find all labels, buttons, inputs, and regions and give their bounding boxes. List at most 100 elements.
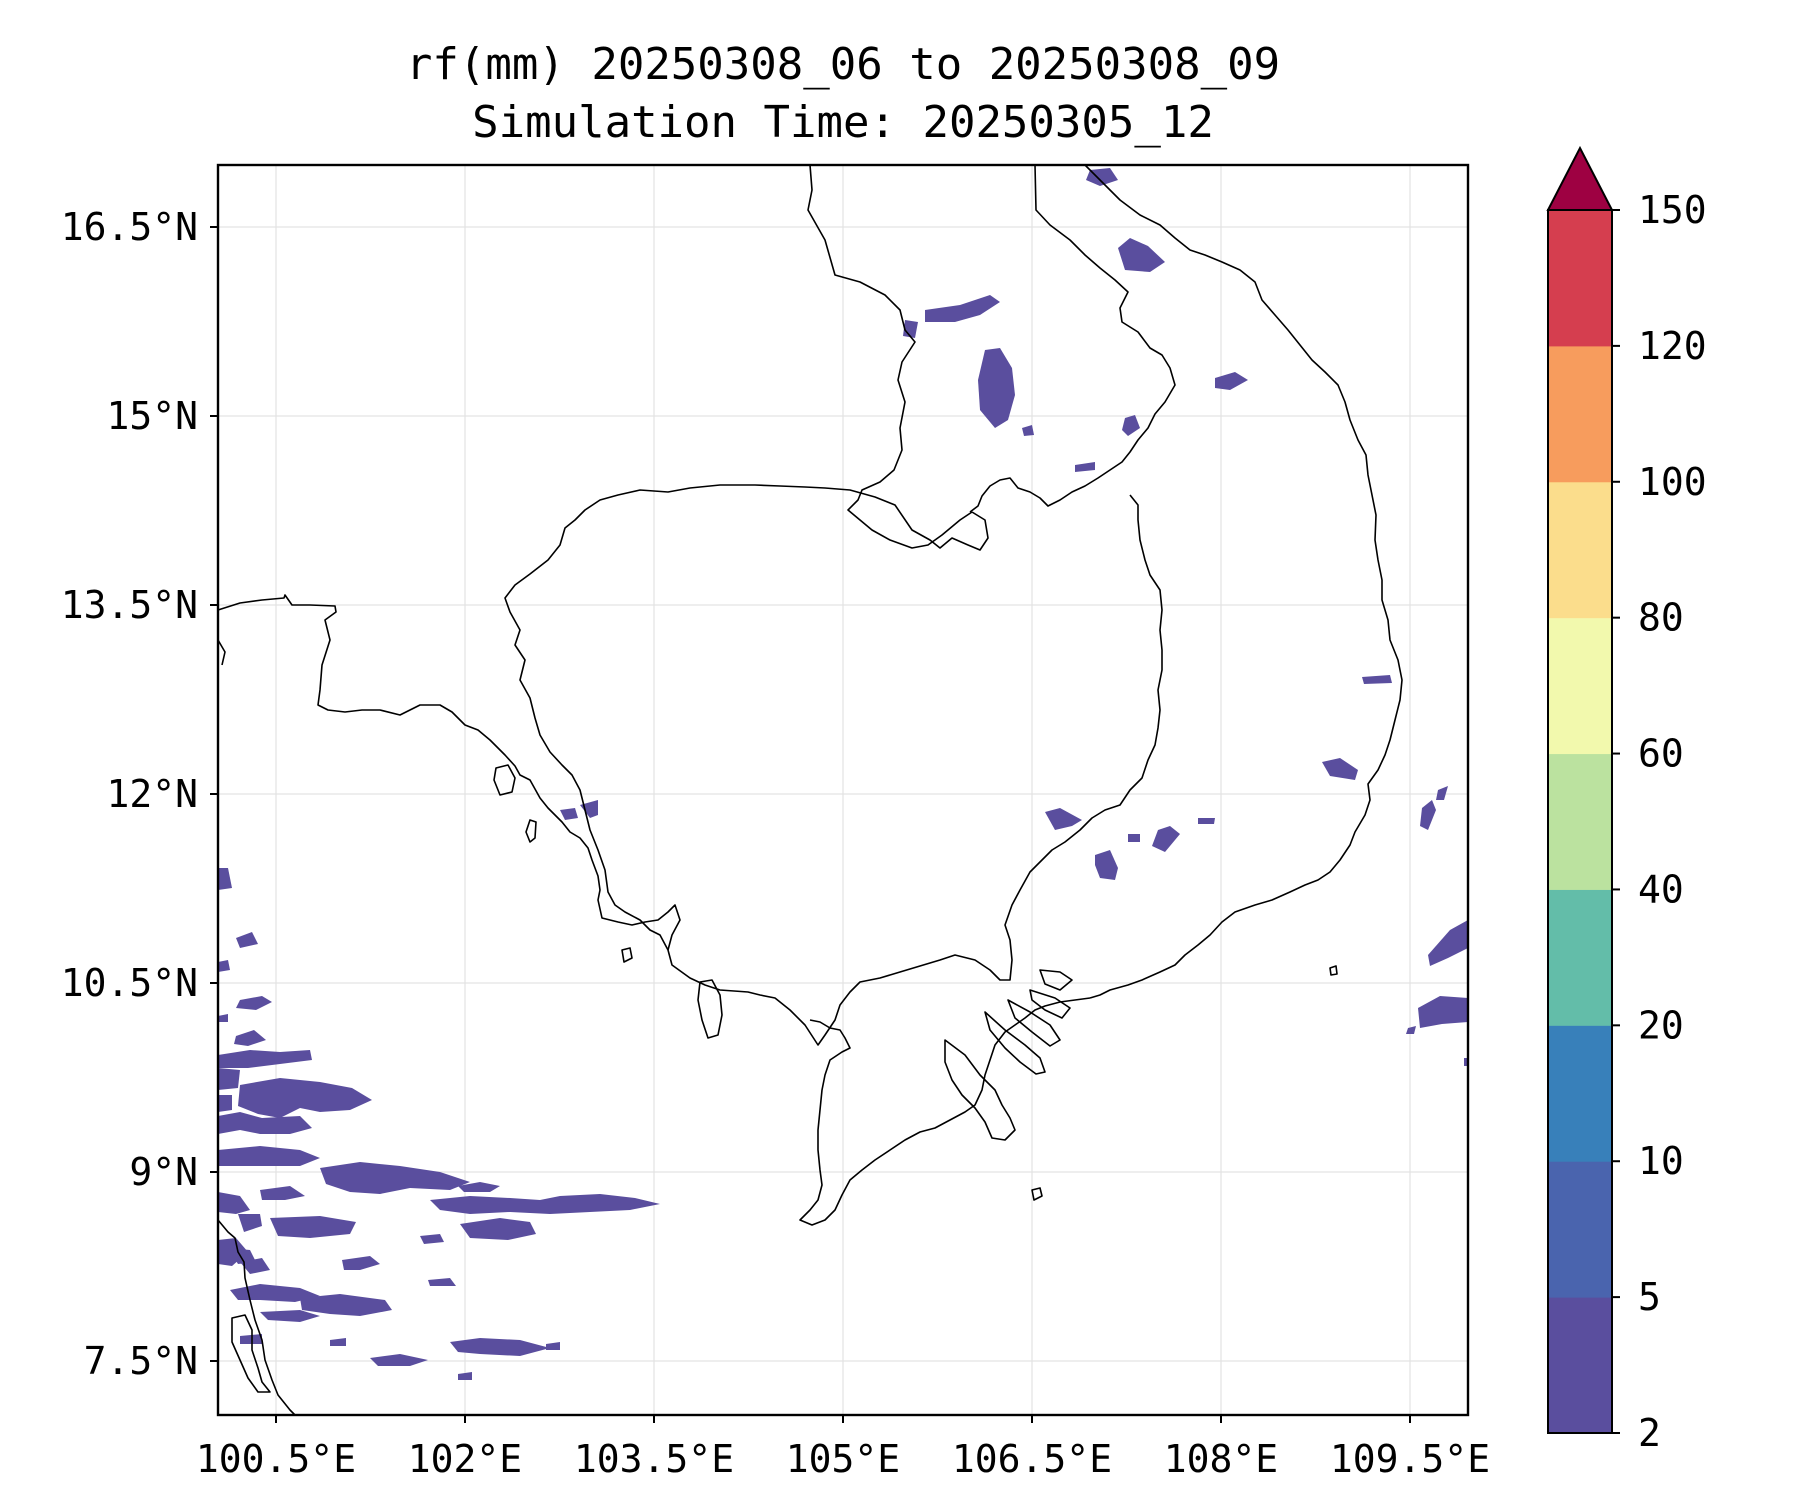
rain-patch bbox=[458, 1372, 472, 1380]
border-line bbox=[504, 484, 1163, 1046]
rain-patch bbox=[218, 1112, 312, 1134]
lat-tick-label: 9°N bbox=[129, 1150, 198, 1194]
rain-patch bbox=[560, 808, 578, 820]
rain-patch bbox=[320, 1162, 470, 1194]
coastline bbox=[984, 1011, 1046, 1075]
colorbar-tick-label: 80 bbox=[1638, 596, 1684, 640]
title-line-2: Simulation Time: 20250305_12 bbox=[472, 97, 1214, 148]
colorbar-tick-label: 40 bbox=[1638, 867, 1684, 911]
colorbar-frame bbox=[1547, 209, 1613, 1434]
rain-patch bbox=[218, 868, 232, 890]
rain-patch bbox=[1420, 800, 1436, 830]
rain-patch bbox=[1215, 372, 1248, 390]
rain-patch bbox=[1122, 415, 1140, 436]
rain-patch bbox=[240, 1334, 262, 1344]
colorbar-bin bbox=[1548, 210, 1612, 347]
border-line bbox=[807, 164, 973, 549]
rain-patch bbox=[458, 1182, 500, 1192]
rain-patch bbox=[1418, 996, 1468, 1028]
rain-patch bbox=[218, 1050, 312, 1068]
rain-patch bbox=[218, 1095, 232, 1112]
colorbar-extend-arrow bbox=[1546, 145, 1614, 211]
colorbar-bin bbox=[1548, 481, 1612, 619]
rain-patch bbox=[580, 800, 598, 818]
rain-patch bbox=[240, 1258, 270, 1274]
coastline bbox=[1039, 969, 1073, 991]
rain-patch bbox=[218, 1014, 228, 1022]
colorbar-tick-label: 100 bbox=[1638, 460, 1707, 504]
coastline bbox=[231, 1314, 271, 1393]
rain-patch bbox=[236, 996, 272, 1010]
lat-tick-label: 12°N bbox=[106, 772, 198, 816]
title-line-1: rf(mm) 20250308_06 to 20250308_09 bbox=[405, 39, 1281, 90]
rain-patch bbox=[228, 1248, 256, 1264]
island bbox=[697, 979, 723, 1039]
rain-patch bbox=[1198, 818, 1215, 824]
lon-tick-label: 103.5°E bbox=[574, 1437, 734, 1481]
rain-patch bbox=[260, 1310, 320, 1322]
longitude-ticks: 100.5°E 102°E 103.5°E 105°E 106.5°E 108°E 109.… bbox=[196, 1415, 1490, 1481]
colorbar-tick-label: 150 bbox=[1638, 188, 1707, 232]
island bbox=[493, 764, 516, 796]
coastline bbox=[1007, 999, 1061, 1047]
rain-patch bbox=[238, 1214, 262, 1232]
rain-patch bbox=[978, 348, 1015, 428]
rainfall-patches bbox=[218, 168, 1468, 1380]
colorbar-bin bbox=[1548, 1161, 1612, 1298]
rain-patch bbox=[1022, 425, 1034, 436]
colorbar: 2 5 10 20 40 60 80 100 120 150 bbox=[1546, 145, 1707, 1455]
lon-tick-label: 105°E bbox=[786, 1437, 900, 1481]
colorbar-tick-label: 5 bbox=[1638, 1275, 1661, 1319]
colorbar-tick-label: 20 bbox=[1638, 1003, 1684, 1047]
lon-tick-label: 108°E bbox=[1164, 1437, 1278, 1481]
rain-patch bbox=[430, 1194, 660, 1214]
colorbar-bin bbox=[1548, 1297, 1612, 1434]
rain-patch bbox=[460, 1218, 536, 1240]
lat-tick-label: 15°N bbox=[106, 394, 198, 438]
colorbar-bin bbox=[1548, 889, 1612, 1026]
colorbar-bin bbox=[1548, 617, 1612, 755]
border-line bbox=[969, 164, 1176, 513]
rain-patch bbox=[218, 1146, 320, 1166]
rain-patch bbox=[1128, 834, 1140, 842]
rain-patch bbox=[300, 1294, 392, 1316]
coastline bbox=[217, 594, 681, 951]
island bbox=[525, 819, 537, 843]
colorbar-bin bbox=[1548, 1025, 1612, 1162]
coastline bbox=[1084, 164, 1403, 999]
rain-patch bbox=[1152, 826, 1180, 852]
island bbox=[1031, 1187, 1043, 1201]
lon-tick-label: 106.5°E bbox=[952, 1437, 1112, 1481]
lat-tick-label: 13.5°N bbox=[61, 583, 198, 627]
rain-patch bbox=[450, 1338, 550, 1356]
lat-tick-label: 16.5°N bbox=[61, 205, 198, 249]
latitude-ticks: 16.5°N 15°N 13.5°N 12°N 10.5°N 9°N 7.5°N bbox=[61, 205, 218, 1383]
gridlines bbox=[218, 165, 1468, 1415]
coastline bbox=[944, 1039, 1016, 1141]
island bbox=[621, 947, 633, 963]
island bbox=[1329, 965, 1338, 976]
rain-patch bbox=[1075, 462, 1095, 472]
rain-patch bbox=[1362, 675, 1392, 684]
rain-patch bbox=[420, 1234, 444, 1244]
rain-patch bbox=[330, 1338, 346, 1346]
rain-patch bbox=[238, 1078, 372, 1118]
colorbar-bin bbox=[1548, 345, 1612, 483]
coastline bbox=[217, 1219, 296, 1416]
lat-tick-label: 10.5°N bbox=[61, 961, 198, 1005]
rain-patch bbox=[1118, 238, 1165, 272]
rain-patch bbox=[230, 1284, 320, 1302]
lat-tick-label: 7.5°N bbox=[84, 1339, 198, 1383]
rain-patch bbox=[1436, 786, 1448, 800]
rain-patch bbox=[370, 1354, 428, 1366]
colorbar-tick-label: 60 bbox=[1638, 732, 1684, 776]
coastline bbox=[217, 639, 226, 666]
map-title: rf(mm) 20250308_06 to 20250308_09 Simula… bbox=[218, 36, 1468, 152]
rain-patch bbox=[218, 960, 230, 972]
rain-patch bbox=[1428, 920, 1468, 966]
rain-patch bbox=[903, 320, 918, 338]
rain-patch bbox=[260, 1186, 305, 1200]
colorbar-tick-label: 2 bbox=[1638, 1411, 1661, 1455]
coastlines-and-borders bbox=[217, 164, 1403, 1416]
